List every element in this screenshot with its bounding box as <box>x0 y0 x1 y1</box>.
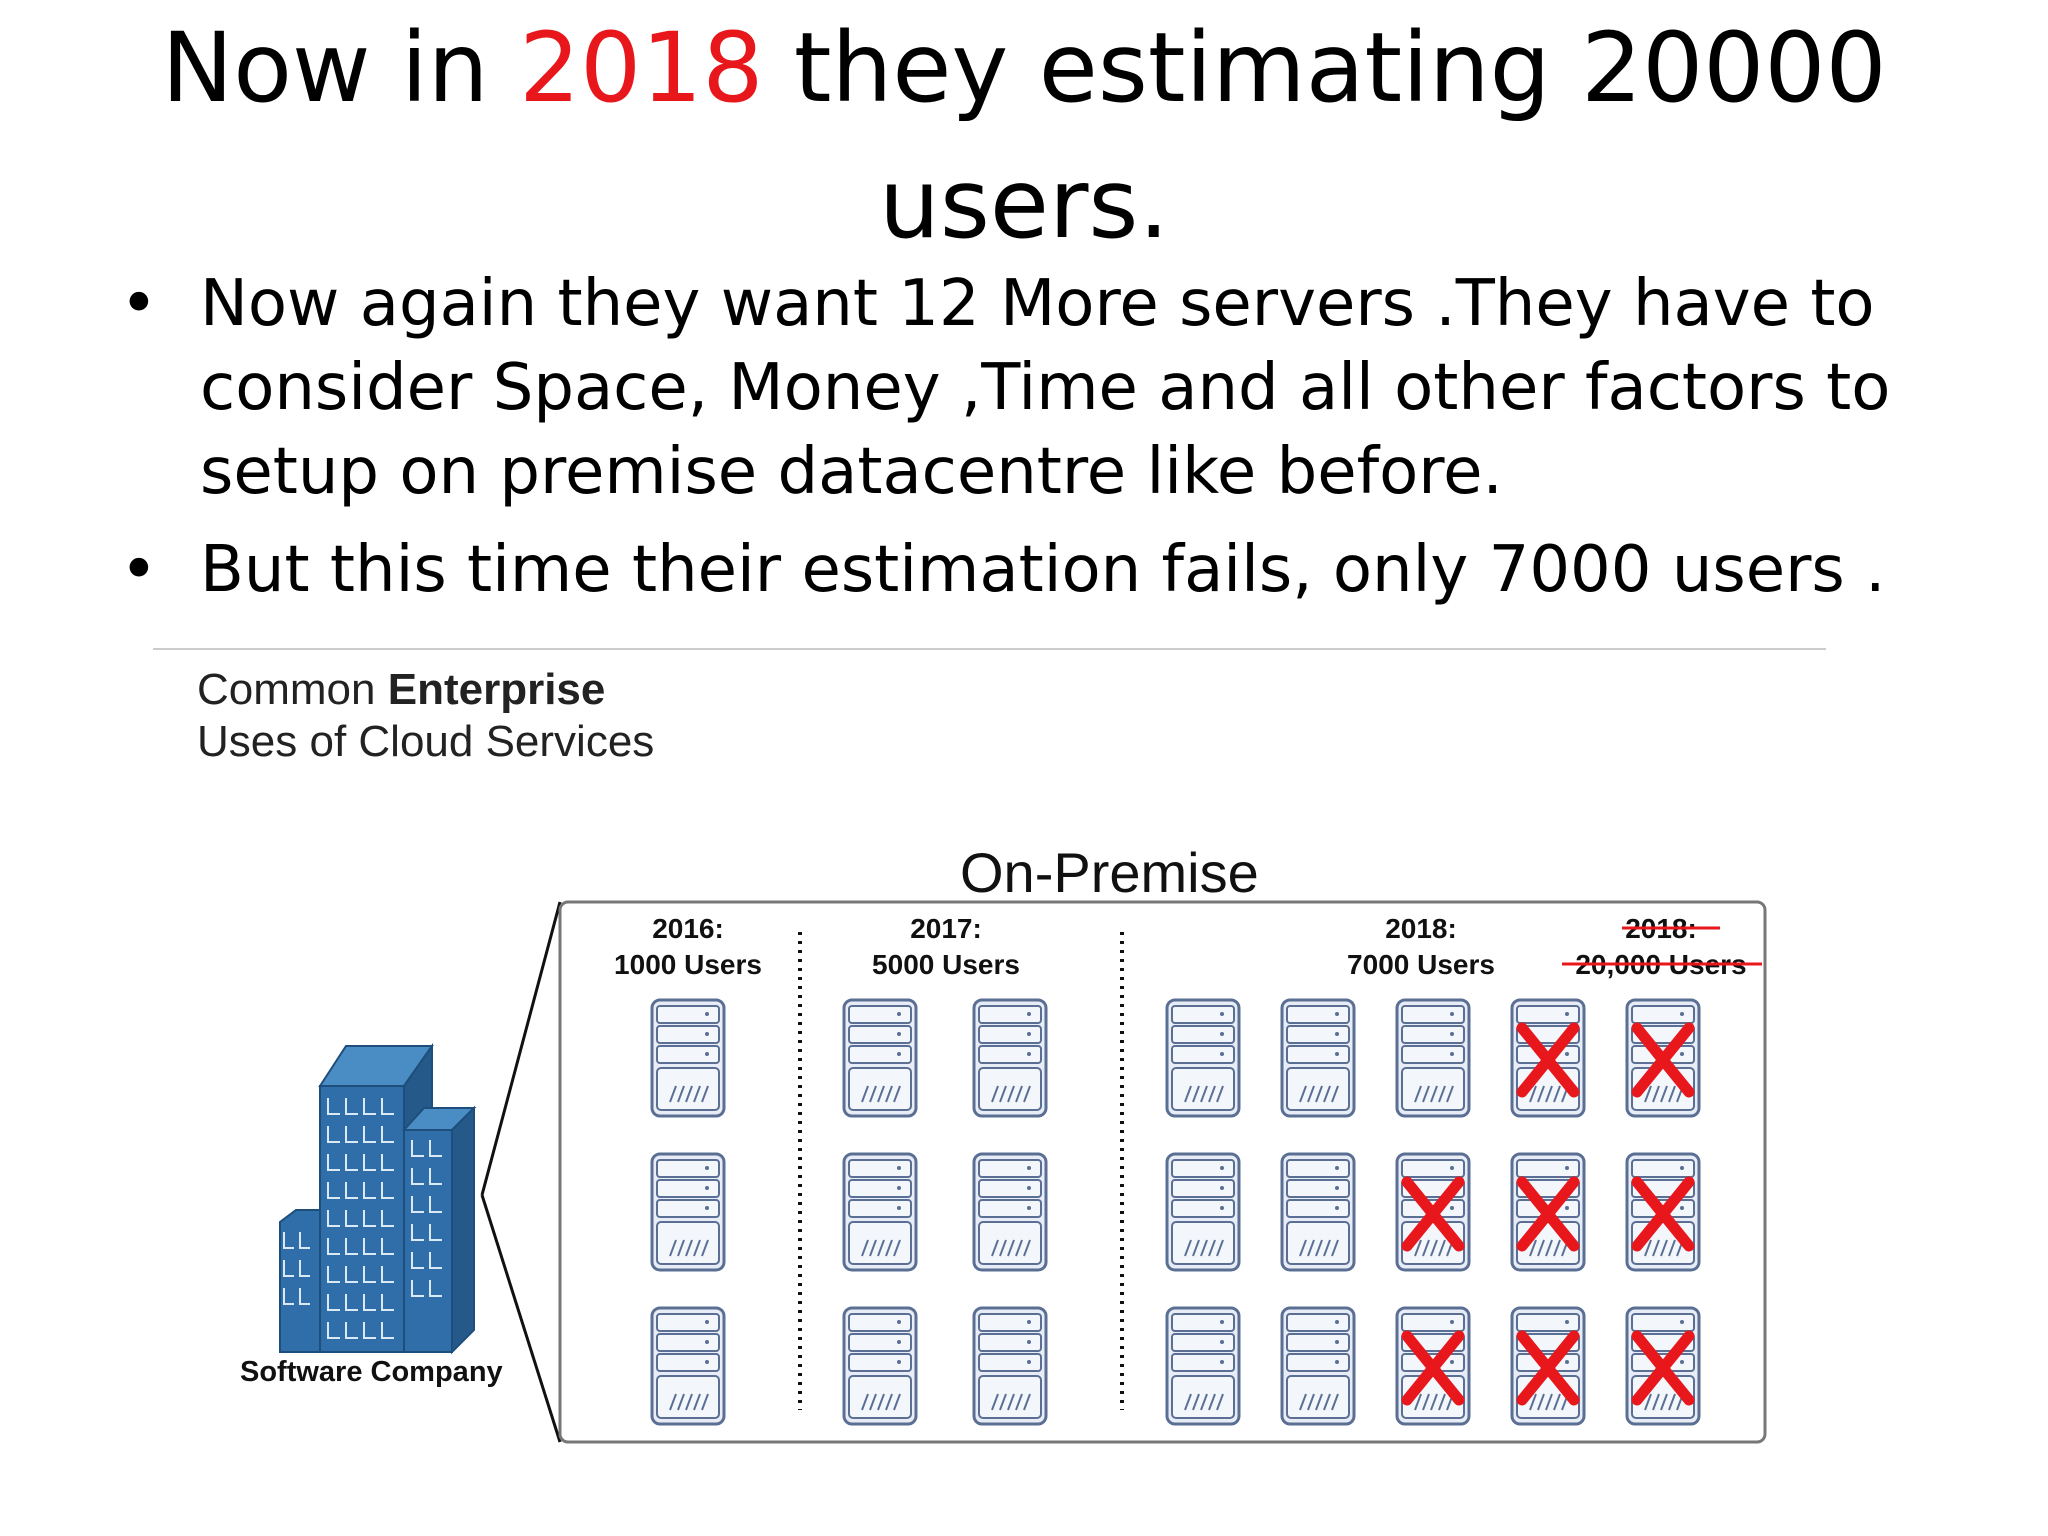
building-icon <box>279 1042 477 1355</box>
server-icon <box>1280 998 1356 1118</box>
on-premise-title: On-Premise <box>960 841 1259 904</box>
bullet-item: • Now again they want 12 More servers .Th… <box>120 262 1920 514</box>
unused-server-x-icon <box>1631 1022 1695 1098</box>
server-icon <box>650 998 726 1118</box>
bullet-list: • Now again they want 12 More servers .Th… <box>120 262 1920 626</box>
connector-line-top <box>480 901 562 1196</box>
unused-server-x-icon <box>1516 1330 1580 1406</box>
server-icon <box>972 1306 1048 1426</box>
group-year-label: 2018: <box>1385 913 1457 944</box>
bullet-item: • But this time their estimation fails, o… <box>120 528 1920 612</box>
server-icon <box>972 998 1048 1118</box>
server-icon <box>1280 1306 1356 1426</box>
group-year-label: 2017: <box>910 913 982 944</box>
group-users-label: 1000 Users <box>614 949 762 980</box>
unused-server-x-icon <box>1401 1176 1465 1252</box>
subtitle-bold: Enterprise <box>387 665 606 714</box>
server-grid <box>650 998 1701 1426</box>
bullet-dot-icon: • <box>120 533 158 607</box>
unused-server-x-icon <box>1631 1330 1695 1406</box>
unused-server-x-icon <box>1401 1330 1465 1406</box>
divider <box>153 648 1826 650</box>
subtitle-line2: Uses of Cloud Services <box>197 717 655 766</box>
bullet-text: Now again they want 12 More servers .The… <box>200 267 1891 509</box>
server-icon <box>842 1306 918 1426</box>
title-prefix: Now in <box>161 12 520 124</box>
group-users-label: 5000 Users <box>872 949 1020 980</box>
server-icon <box>650 1306 726 1426</box>
title-line2: users. <box>879 148 1169 260</box>
group-year-label: 2016: <box>652 913 724 944</box>
server-icon <box>842 1152 918 1272</box>
server-icon <box>1165 1306 1241 1426</box>
unused-server-x-icon <box>1516 1176 1580 1252</box>
server-icon <box>1395 998 1471 1118</box>
server-icon <box>1280 1152 1356 1272</box>
title-suffix: they estimating 20000 <box>763 12 1887 124</box>
server-icon <box>842 998 918 1118</box>
subtitle-normal: Common <box>197 665 388 714</box>
title-year: 2018 <box>519 12 764 124</box>
server-icon <box>1165 1152 1241 1272</box>
company-label: Software Company <box>240 1356 503 1388</box>
bullet-text: But this time their estimation fails, on… <box>200 533 1886 607</box>
server-icon <box>1165 998 1241 1118</box>
bullet-dot-icon: • <box>120 267 158 341</box>
connector-line-bottom <box>480 1194 562 1443</box>
server-icon <box>972 1152 1048 1272</box>
figure-subtitle: Common Enterprise Uses of Cloud Services <box>197 664 654 768</box>
server-icon <box>650 1152 726 1272</box>
unused-server-x-icon <box>1516 1022 1580 1098</box>
unused-server-x-icon <box>1631 1176 1695 1252</box>
slide-title: Now in 2018 they estimating 20000 users. <box>0 0 2048 272</box>
group-users-label: 7000 Users <box>1347 949 1495 980</box>
